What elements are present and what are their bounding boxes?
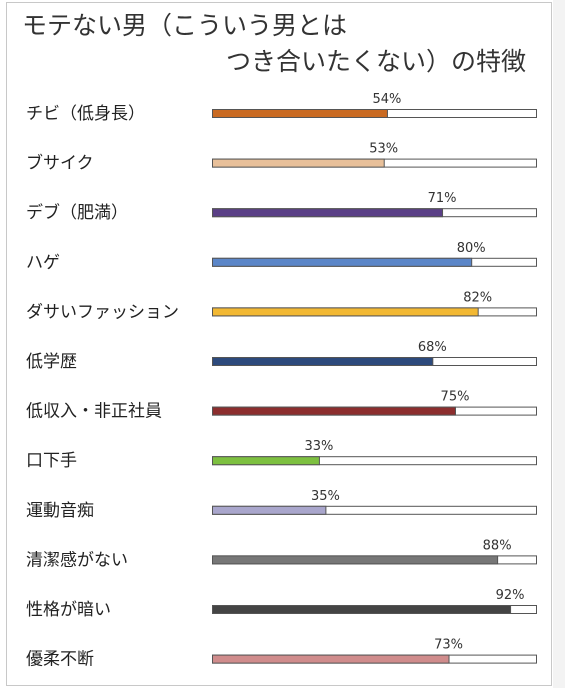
bar [212, 555, 499, 565]
bar [212, 605, 512, 614]
category-label: 性格が暗い [26, 600, 111, 620]
value-label: 80% [457, 241, 486, 256]
category-label: ハゲ [26, 253, 60, 273]
bar [212, 158, 385, 168]
value-label: 68% [418, 340, 447, 355]
category-label: 清潔感がない [26, 550, 128, 570]
bar [212, 456, 320, 466]
value-label: 88% [483, 538, 512, 553]
bar [212, 208, 444, 218]
bar [212, 109, 388, 118]
bar [212, 505, 327, 515]
bar [212, 357, 434, 366]
page-edge [553, 0, 565, 688]
category-label: ダサいファッション [26, 302, 179, 322]
value-label: 73% [434, 638, 463, 653]
value-label: 33% [304, 439, 333, 454]
bar [212, 406, 456, 416]
value-label: 53% [369, 142, 398, 157]
value-label: 54% [373, 92, 402, 107]
bar [212, 257, 473, 267]
bar [212, 307, 479, 317]
bar [212, 654, 450, 664]
value-label: 82% [463, 290, 492, 305]
value-label: 35% [311, 489, 340, 504]
value-label: 71% [428, 191, 457, 206]
category-label: チビ（低身長） [26, 104, 145, 124]
category-label: デブ（肥満） [26, 202, 128, 223]
category-label: 運動音痴 [26, 501, 94, 521]
category-label: 口下手 [26, 451, 77, 471]
category-label: 低収入・非正社員 [26, 402, 162, 422]
chart-title-line-2: つき合いたくない）の特徴 [226, 47, 527, 76]
category-label: 低学歴 [26, 352, 77, 372]
value-label: 92% [496, 588, 525, 603]
value-label: 75% [441, 390, 470, 405]
chart-title-line-1: モテない男（こういう男とは [22, 11, 348, 40]
category-label: ブサイク [26, 153, 94, 174]
category-label: 優柔不断 [26, 650, 94, 670]
